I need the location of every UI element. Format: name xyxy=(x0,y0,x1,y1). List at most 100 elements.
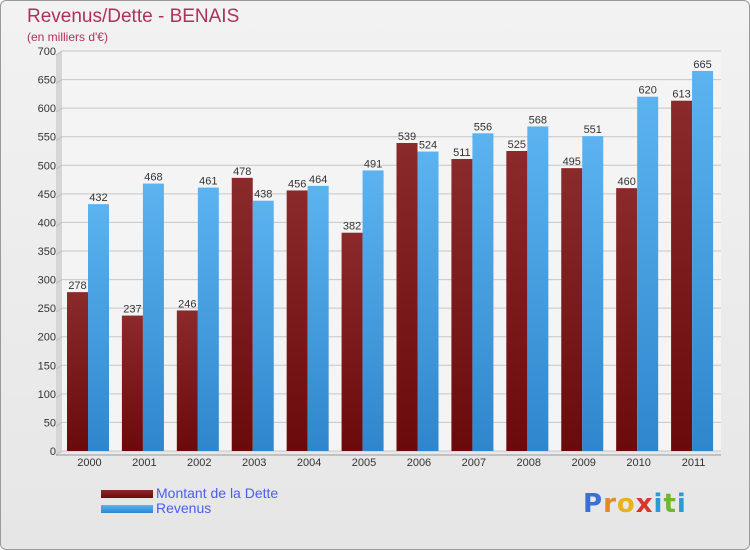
y-tick-label: 100 xyxy=(38,389,56,401)
gridline-depth xyxy=(55,422,63,427)
data-label-revenus: 464 xyxy=(309,174,327,186)
proxiti-logo: Proxiti xyxy=(583,489,687,519)
logo-letter: P xyxy=(583,489,604,519)
y-tick-label: 600 xyxy=(38,103,56,115)
bar-revenus xyxy=(692,71,714,451)
bar-dette xyxy=(121,315,143,451)
bar-dette xyxy=(286,190,308,451)
data-label-revenus: 665 xyxy=(693,59,711,71)
gridline-depth xyxy=(55,50,63,56)
x-tick-label: 2005 xyxy=(352,457,376,469)
y-tick-label: 400 xyxy=(38,217,56,229)
data-label-dette: 525 xyxy=(508,139,526,151)
gridline-depth xyxy=(55,450,63,456)
data-label-dette: 460 xyxy=(617,176,635,188)
bar-revenus xyxy=(197,187,219,452)
gridline-depth xyxy=(55,193,63,199)
x-tick-label: 2003 xyxy=(242,457,266,469)
data-label-dette: 495 xyxy=(563,156,581,168)
bar-dette xyxy=(451,159,473,451)
legend-swatch-dette xyxy=(101,490,153,498)
x-tick-label: 2002 xyxy=(187,457,211,469)
gridline-depth xyxy=(55,307,63,313)
gridline-depth xyxy=(55,136,63,142)
bar-revenus xyxy=(142,183,164,452)
x-tick-label: 2000 xyxy=(77,457,101,469)
y-tick-label: 0 xyxy=(50,446,56,458)
data-label-revenus: 551 xyxy=(584,124,602,136)
logo-letter: o xyxy=(616,489,636,519)
legend-label-revenus: Revenus xyxy=(156,500,212,516)
data-label-revenus: 438 xyxy=(254,189,272,201)
chart-title: Revenus/Dette - BENAIS xyxy=(27,6,240,27)
data-label-revenus: 461 xyxy=(199,176,217,188)
y-tick-label: 700 xyxy=(38,46,56,58)
data-label-revenus: 556 xyxy=(474,121,492,133)
gridline-depth xyxy=(55,164,63,170)
data-label-dette: 237 xyxy=(123,304,141,316)
logo-letter: i xyxy=(653,489,664,519)
bar-dette xyxy=(67,292,88,451)
y-tick-label: 200 xyxy=(38,332,56,344)
x-tick-label: 2001 xyxy=(132,457,156,469)
bar-dette xyxy=(396,143,418,451)
bar-dette xyxy=(506,151,528,451)
legend-label-dette: Montant de la Dette xyxy=(156,485,279,501)
data-label-dette: 382 xyxy=(343,221,361,233)
y-tick-label: 250 xyxy=(38,303,56,315)
data-label-dette: 478 xyxy=(233,166,251,178)
x-tick-label: 2004 xyxy=(297,457,321,469)
y-tick-label: 500 xyxy=(38,160,56,172)
y-tick-label: 550 xyxy=(38,132,56,144)
bar-dette xyxy=(561,168,583,451)
logo-letter: i xyxy=(676,489,687,519)
data-label-dette: 511 xyxy=(453,147,471,159)
x-tick-label: 2011 xyxy=(682,457,706,469)
bar-revenus xyxy=(307,185,329,451)
bar-revenus xyxy=(362,170,384,451)
bar-revenus xyxy=(417,151,439,452)
bar-dette xyxy=(616,188,638,451)
bar-revenus xyxy=(582,136,604,451)
bar-dette xyxy=(671,100,693,451)
gridline-depth xyxy=(55,393,63,399)
gridline-depth xyxy=(55,107,63,113)
y-tick-label: 650 xyxy=(38,75,56,87)
y-tick-label: 350 xyxy=(38,246,56,258)
gridline-depth xyxy=(55,79,63,84)
y-tick-label: 300 xyxy=(38,275,56,287)
data-label-dette: 246 xyxy=(178,298,196,310)
bar-dette xyxy=(231,177,253,451)
data-label-revenus: 432 xyxy=(89,192,107,204)
x-tick-label: 2008 xyxy=(517,457,541,469)
bar-dette xyxy=(176,310,198,451)
bar-revenus xyxy=(637,96,659,451)
data-label-dette: 539 xyxy=(398,131,416,143)
data-label-revenus: 620 xyxy=(638,85,656,97)
gridline-depth xyxy=(55,250,63,256)
data-label-dette: 456 xyxy=(288,178,306,190)
bar-revenus xyxy=(252,200,274,451)
y-tick-label: 450 xyxy=(38,189,56,201)
gridline-depth xyxy=(55,222,63,227)
gridline-depth xyxy=(55,336,63,342)
gridline-depth xyxy=(55,364,63,370)
data-label-revenus: 568 xyxy=(529,114,547,126)
data-label-dette: 278 xyxy=(68,280,86,292)
y-tick-label: 50 xyxy=(44,417,56,429)
logo-letter: t xyxy=(663,489,677,519)
chart-subtitle: (en milliers d'€) xyxy=(27,30,108,44)
logo-letter: r xyxy=(603,489,617,519)
x-tick-label: 2007 xyxy=(462,457,486,469)
bar-chart: 0 50 100 150 200 250 300 350 400 450 500 550 600 650 7… xyxy=(38,46,721,469)
gridline-depth xyxy=(55,279,63,284)
data-label-revenus: 491 xyxy=(364,158,382,170)
bar-revenus xyxy=(88,204,109,451)
bar-revenus xyxy=(527,126,549,451)
x-tick-label: 2009 xyxy=(571,457,595,469)
logo-letter: x xyxy=(635,489,654,519)
bar-dette xyxy=(341,232,363,451)
y-tick-label: 150 xyxy=(38,360,56,372)
bar-revenus xyxy=(472,133,494,452)
